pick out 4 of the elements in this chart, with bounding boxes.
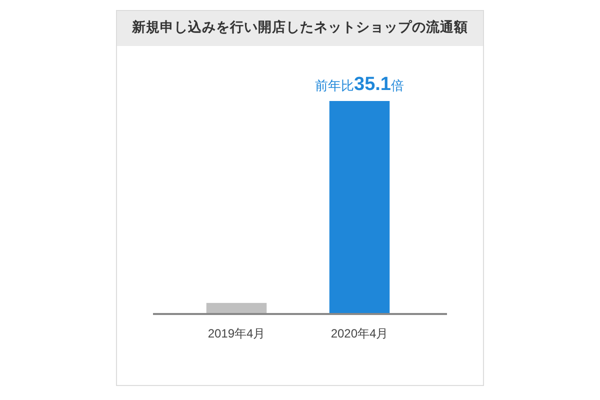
annotation: 前年比35.1倍: [315, 74, 404, 95]
chart-title: 新規申し込みを行い開店したネットショップの流通額: [131, 18, 468, 34]
x-tick-label: 2020年4月: [330, 326, 388, 340]
x-tick-label: 2019年4月: [208, 326, 266, 340]
